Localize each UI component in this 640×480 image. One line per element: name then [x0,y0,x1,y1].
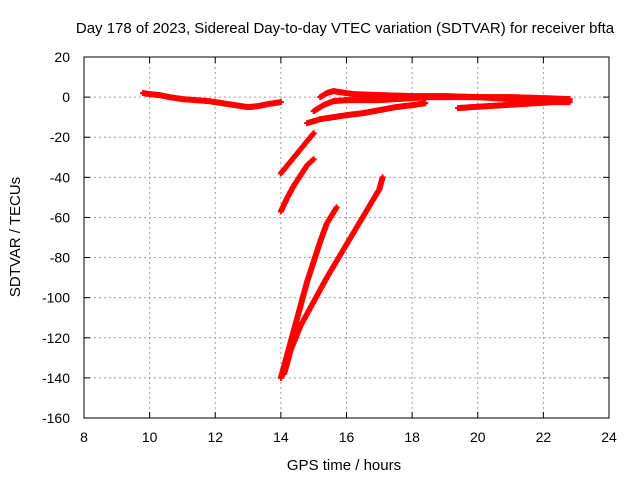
y-tick-label: -80 [50,250,70,266]
data-series-9 [281,174,386,377]
data-series-7 [277,156,317,215]
x-tick-label: 20 [470,429,486,445]
y-axis-title: SDTVAR / TECUs [7,177,24,297]
y-tick-label: -140 [42,370,70,386]
data-series-5 [455,99,573,112]
x-tick-label: 16 [339,429,355,445]
plot-frame [83,56,610,419]
y-tick-label: 20 [54,49,70,65]
x-tick-label: 24 [601,429,617,445]
grid-lines [84,57,609,418]
x-tick-label: 12 [207,429,223,445]
x-tick-label: 10 [142,429,158,445]
data-point [379,174,386,181]
data-points [140,88,573,381]
x-tick-label: 22 [536,429,552,445]
y-tick-label: -20 [50,129,70,145]
x-tick-label: 14 [273,429,289,445]
data-point [566,99,573,106]
x-axis-title: GPS time / hours [287,457,401,474]
y-tick-label: -40 [50,169,70,185]
data-point [310,156,317,163]
x-tick-label: 8 [80,429,88,445]
data-point [333,204,340,211]
y-tick-label: -100 [42,290,70,306]
data-series-6 [277,130,317,177]
data-series-4 [304,100,429,127]
y-tick-label: 0 [62,89,70,105]
data-point [422,100,429,107]
chart-title: Day 178 of 2023, Sidereal Day-to-day VTE… [76,20,615,37]
y-axis-tick-labels: 20 0 -20 -40 -60 -80 -100 -120 -140 -160 [42,49,70,426]
x-axis-tick-labels: 8 10 12 14 16 18 20 22 24 [80,429,617,445]
data-series-1 [140,90,284,111]
x-tick-label: 18 [404,429,420,445]
y-tick-label: -120 [42,330,70,346]
y-tick-label: -60 [50,209,70,225]
y-tick-label: -160 [42,410,70,426]
data-point [277,99,284,106]
data-point [310,130,317,137]
